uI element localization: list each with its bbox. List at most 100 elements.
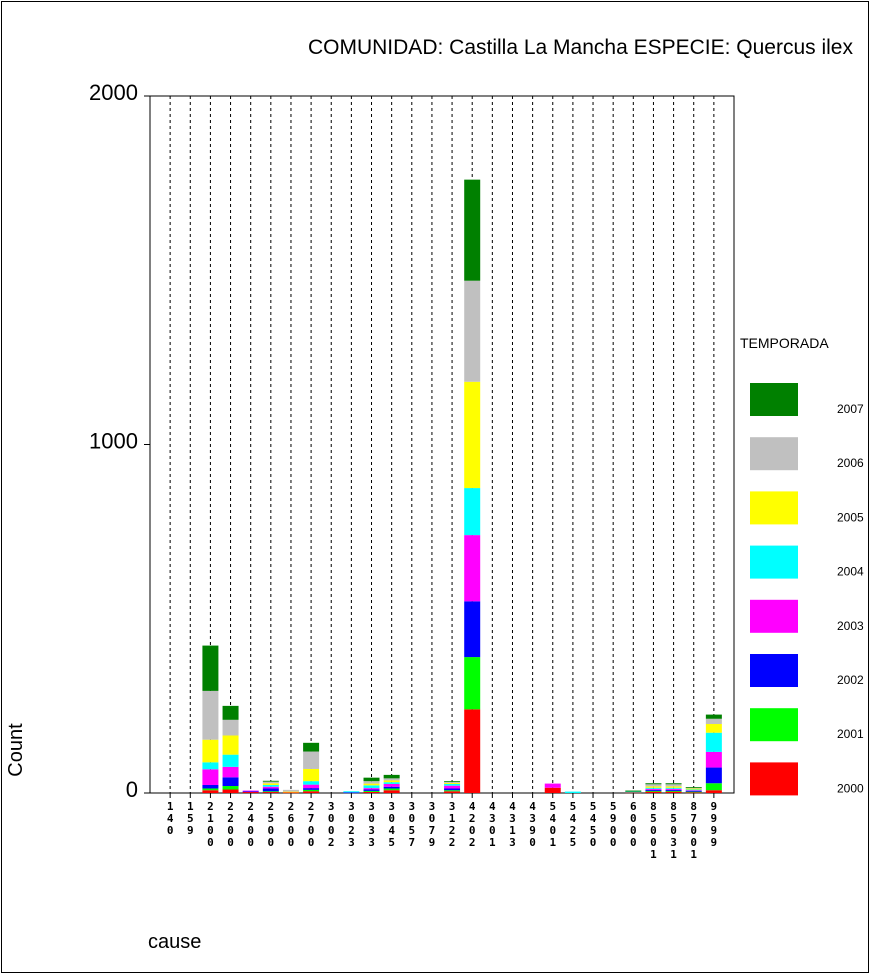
bar-segment [222,735,239,755]
bar-segment [544,783,561,788]
bar-segment [645,791,662,793]
legend-label: 2005 [837,510,864,524]
legend-label: 2001 [837,727,864,741]
bar-segment [444,781,461,782]
bar-segment [202,788,219,791]
bar-segment [544,787,561,793]
bar-segment [262,781,279,784]
bar-segment [363,777,380,782]
bar-segment [222,766,239,778]
y-tick-label: 1000 [89,429,138,454]
bar-segment [202,762,219,770]
bar-segment [383,783,400,787]
bar-segment [665,783,682,785]
bar-segment [262,783,279,785]
legend-label: 2007 [837,402,864,416]
bar-segment [262,791,279,793]
bar-segment [383,790,400,793]
legend-label: 2000 [837,781,864,795]
legend-label: 2004 [837,565,864,579]
legend-swatch [750,383,798,416]
bar-segment [222,719,239,736]
bar-segment [444,782,461,784]
bar-segment [363,789,380,791]
plot-border [149,95,735,794]
bar-segment [202,790,219,793]
bar-segment [282,789,299,792]
bar-segment [202,645,219,691]
legend-swatch [750,708,798,742]
legend-swatch [750,491,798,525]
bar-segment [464,709,481,793]
bar-segment [464,488,481,536]
bar-segment [665,791,682,793]
x-axis-label: cause [148,931,201,953]
legend-swatch [750,654,798,687]
bar-segment [685,790,702,792]
bar-segment [685,790,702,792]
bar-segment [645,790,662,792]
legend-label: 2002 [837,673,864,687]
legend-swatch [750,762,798,796]
bar-segment [444,785,461,789]
bar-segment [222,705,239,720]
bar-segment [343,792,360,794]
bar-segment [383,788,400,791]
bar-segment [242,790,259,792]
legend: TEMPORADA 2007 2006 2005 2004 2003 2002 2001 20… [740,335,864,796]
bar-segment [262,788,279,792]
bar-segment [242,791,259,793]
bar-segment [202,769,219,785]
bar-segment [262,780,279,782]
bar-segment [464,657,481,710]
bar-segment [202,690,219,740]
bar-segment [222,777,239,787]
bar-segment [464,535,481,602]
bar-segment [685,789,702,791]
bar-segment [665,786,682,788]
bar-segment [303,784,320,789]
legend-label: 2006 [837,456,864,470]
bar-segment [303,751,320,769]
bar-segment [363,788,380,790]
bar-segment [444,790,461,792]
bar-segment [645,783,662,785]
bar-segment [645,788,662,790]
bar-segment [625,792,642,794]
legend-title: TEMPORADA [740,335,829,351]
bar-segment [363,783,380,786]
legend-label: 2003 [837,619,864,633]
bar-segment [645,787,662,789]
bar-segment [202,784,219,789]
bar-segment [363,790,380,792]
bar-segment [222,789,239,793]
bar-segment [564,791,581,793]
bar-segment [444,783,461,786]
bar-segment [665,787,682,789]
bar-segment [444,791,461,793]
legend-swatch [750,437,798,471]
bar-segment [383,778,400,781]
